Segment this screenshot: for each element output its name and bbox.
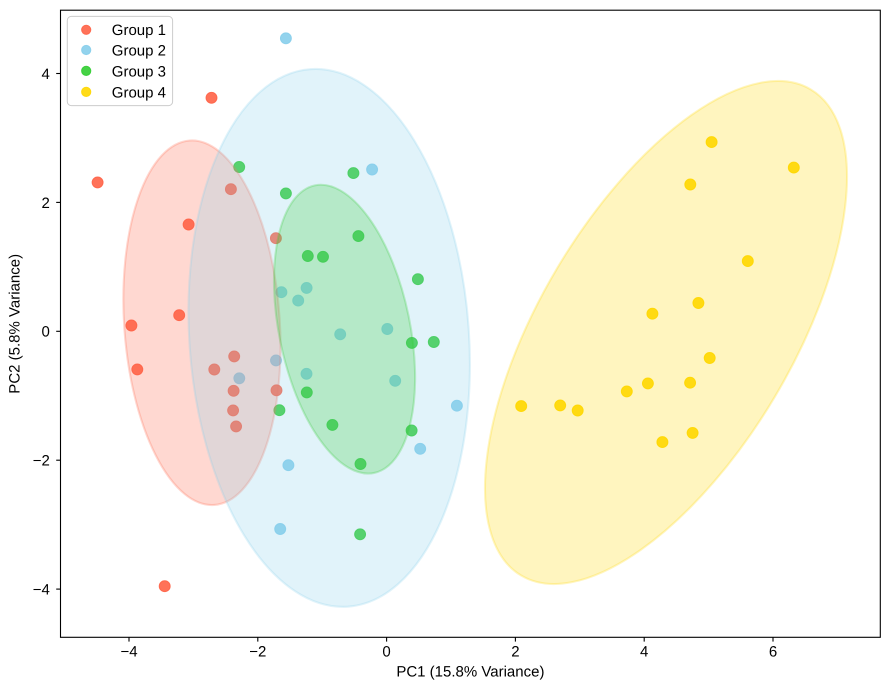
svg-text:PC2 (5.8% Variance): PC2 (5.8% Variance) — [7, 254, 24, 394]
svg-text:Group 4: Group 4 — [112, 84, 166, 101]
svg-text:Group 3: Group 3 — [112, 63, 166, 80]
svg-text:−2: −2 — [249, 644, 266, 661]
svg-text:0: 0 — [382, 644, 390, 661]
svg-text:0: 0 — [41, 324, 49, 341]
svg-text:Group 2: Group 2 — [112, 42, 166, 59]
svg-text:2: 2 — [41, 195, 49, 212]
svg-text:Group 1: Group 1 — [112, 22, 166, 39]
svg-text:4: 4 — [640, 644, 648, 661]
svg-text:−4: −4 — [120, 644, 137, 661]
svg-text:4: 4 — [41, 66, 49, 83]
svg-text:PC1 (15.8% Variance): PC1 (15.8% Variance) — [396, 664, 544, 681]
svg-text:−2: −2 — [33, 453, 50, 470]
svg-text:2: 2 — [511, 644, 519, 661]
svg-text:−4: −4 — [33, 582, 50, 599]
svg-text:6: 6 — [769, 644, 777, 661]
